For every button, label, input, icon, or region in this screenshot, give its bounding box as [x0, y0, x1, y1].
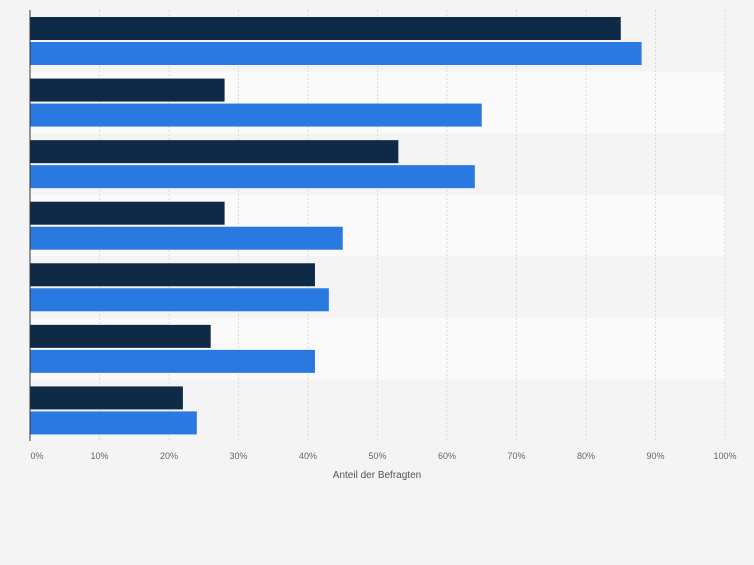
- bar-series-1: [30, 324, 211, 348]
- bar-series-1: [30, 78, 225, 102]
- bar-series-2: [30, 349, 315, 373]
- bar-series-2: [30, 411, 197, 435]
- bar-series-2: [30, 42, 642, 65]
- x-tick-label: 10%: [90, 451, 108, 461]
- bar-series-1: [30, 263, 315, 287]
- x-tick-label: 100%: [713, 451, 736, 461]
- bar-series-2: [30, 226, 343, 250]
- bar-series-1: [30, 201, 225, 225]
- x-tick-label: 30%: [229, 451, 247, 461]
- x-tick-label: 40%: [299, 451, 317, 461]
- x-axis-label: Anteil der Befragten: [333, 470, 421, 481]
- bars: [30, 17, 642, 435]
- x-tick-label: 70%: [507, 451, 525, 461]
- x-tick-label: 60%: [438, 451, 456, 461]
- x-tick-label: 50%: [368, 451, 386, 461]
- x-tick-label: 0%: [30, 451, 43, 461]
- bar-series-2: [30, 288, 329, 312]
- x-tick-label: 80%: [577, 451, 595, 461]
- bar-series-2: [30, 165, 475, 189]
- x-tick-label: 20%: [160, 451, 178, 461]
- bar-series-1: [30, 386, 183, 410]
- bar-series-1: [30, 140, 399, 164]
- bar-series-2: [30, 103, 482, 127]
- x-tick-labels: 0% 10% 20% 30% 40% 50% 60% 70% 80% 90% 100%: [30, 451, 736, 461]
- bar-series-1: [30, 17, 621, 40]
- x-tick-label: 90%: [646, 451, 664, 461]
